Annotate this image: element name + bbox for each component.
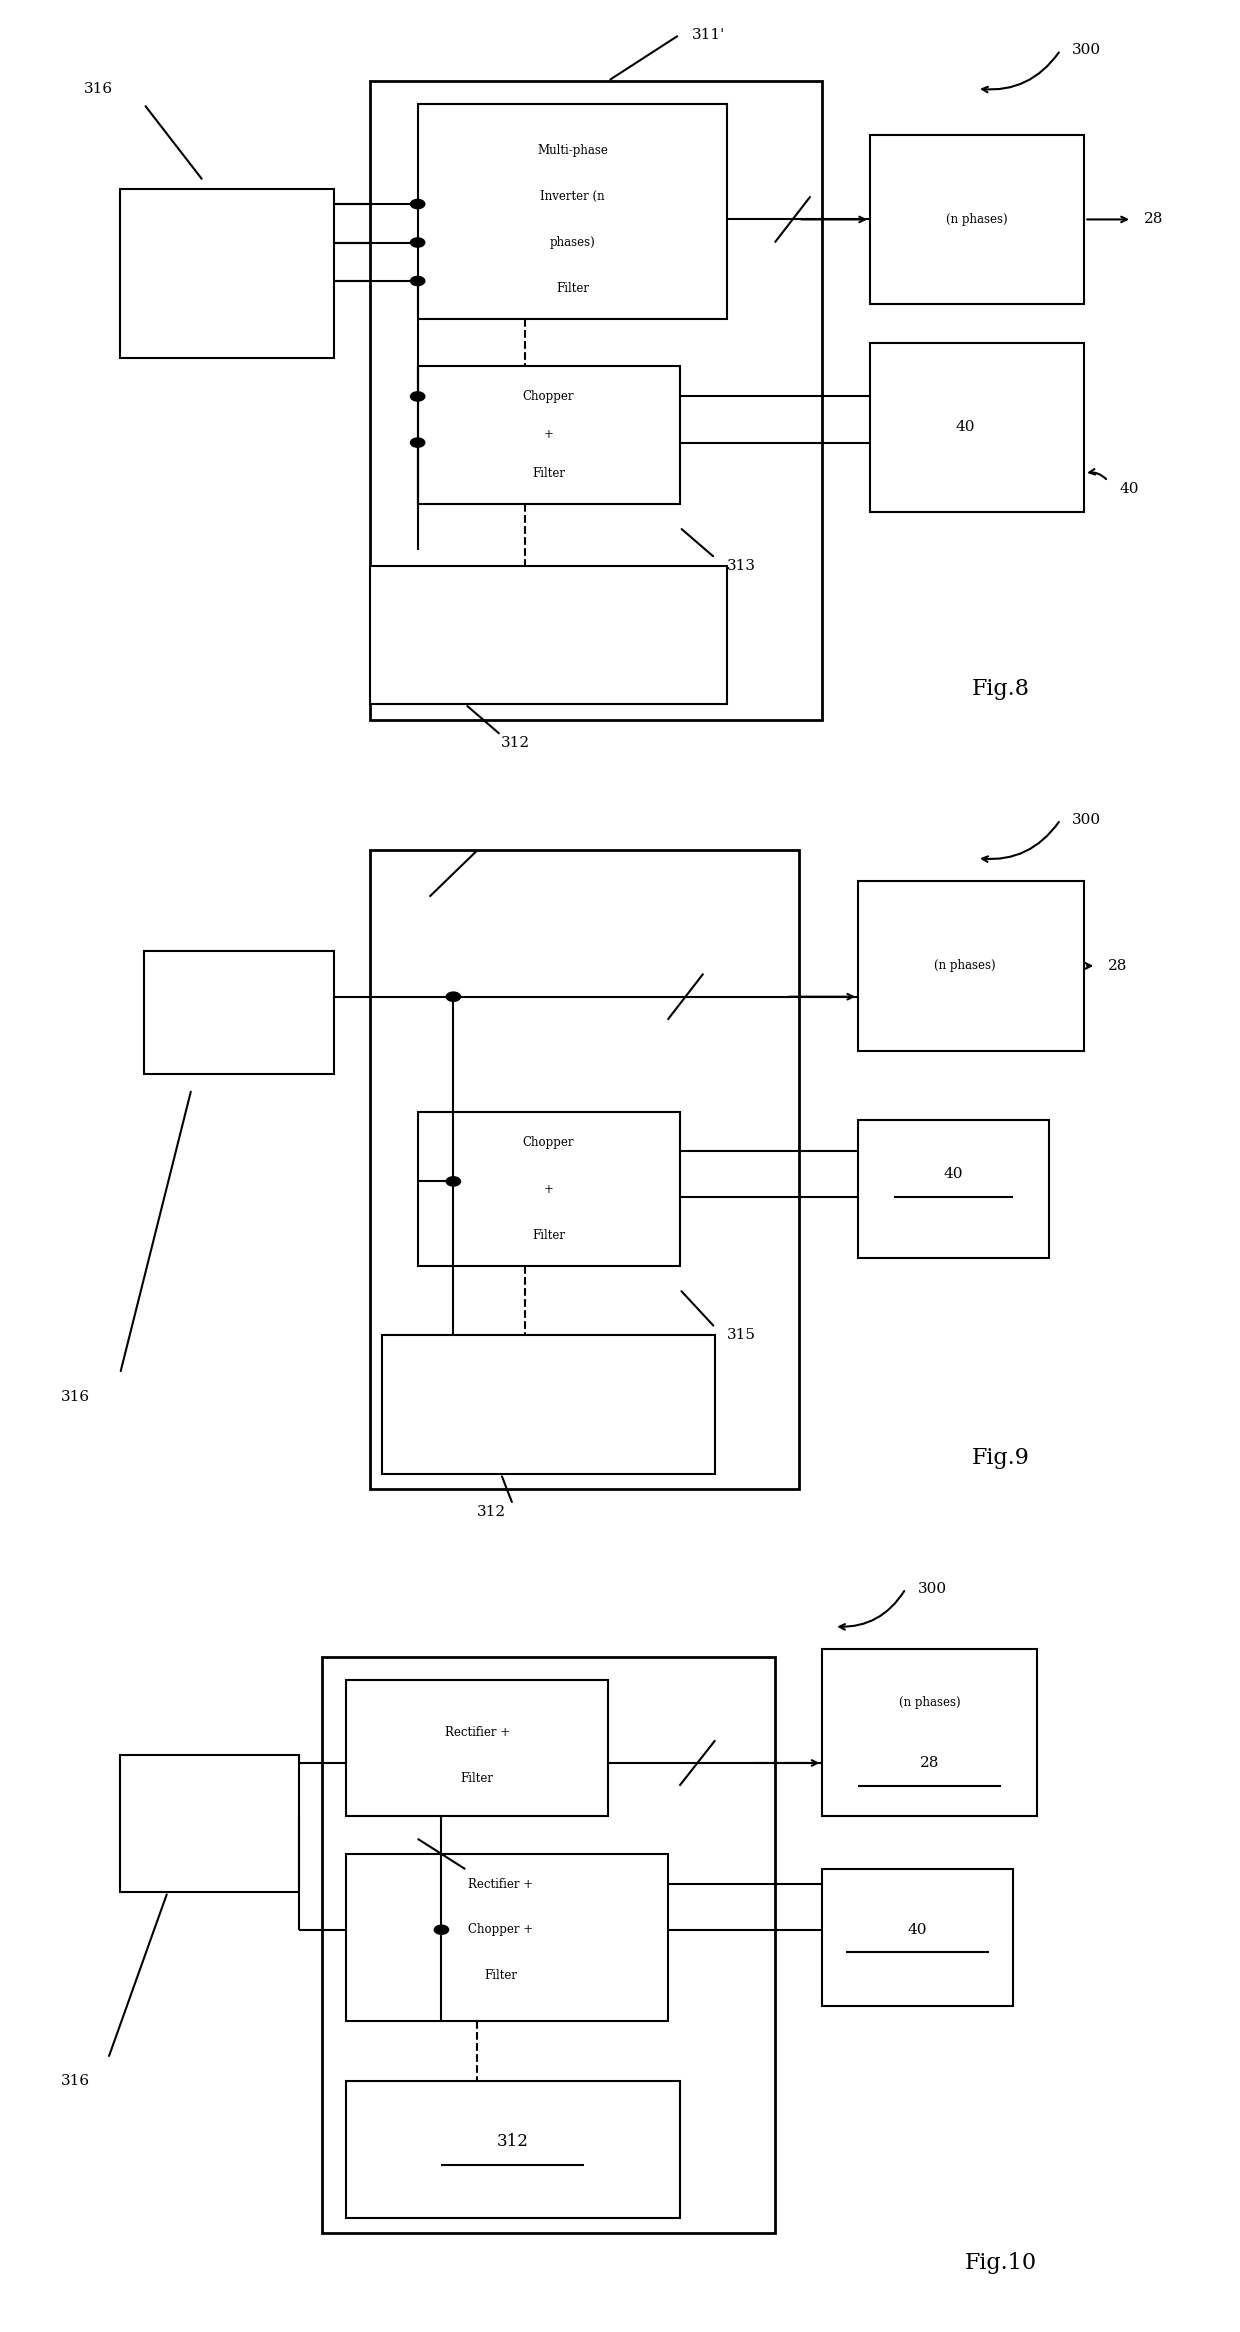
Circle shape bbox=[410, 438, 425, 448]
Text: (n phases): (n phases) bbox=[946, 212, 1008, 226]
Bar bbox=[346, 2080, 680, 2218]
Bar bbox=[120, 189, 335, 357]
Bar bbox=[858, 1119, 1049, 1259]
Text: 40: 40 bbox=[1120, 483, 1140, 497]
Text: 28: 28 bbox=[1143, 212, 1163, 226]
Text: 300: 300 bbox=[1073, 42, 1101, 58]
Bar bbox=[870, 135, 1084, 303]
Circle shape bbox=[410, 278, 425, 285]
Bar bbox=[822, 1649, 1037, 1817]
Circle shape bbox=[410, 201, 425, 208]
Text: Chopper: Chopper bbox=[523, 389, 574, 403]
Text: Filter: Filter bbox=[485, 1968, 517, 1982]
Text: Filter: Filter bbox=[460, 1772, 494, 1784]
Bar bbox=[144, 951, 335, 1073]
Text: +: + bbox=[543, 429, 553, 441]
Text: Fig.9: Fig.9 bbox=[972, 1448, 1030, 1469]
Text: phases): phases) bbox=[549, 236, 595, 250]
Text: 300: 300 bbox=[1073, 812, 1101, 828]
Text: 312: 312 bbox=[497, 2134, 528, 2150]
Circle shape bbox=[446, 1178, 460, 1187]
Text: Rectifier +: Rectifier + bbox=[469, 1877, 533, 1891]
Text: 28: 28 bbox=[920, 1756, 939, 1770]
Text: 316: 316 bbox=[84, 82, 113, 96]
Text: 316: 316 bbox=[61, 2073, 89, 2089]
Bar bbox=[382, 1336, 715, 1474]
Text: (n phases): (n phases) bbox=[899, 1695, 960, 1709]
Text: 40: 40 bbox=[944, 1166, 963, 1180]
Text: Filter: Filter bbox=[532, 466, 565, 480]
Circle shape bbox=[410, 392, 425, 401]
Text: 311': 311' bbox=[692, 28, 724, 42]
Text: (n phases): (n phases) bbox=[935, 958, 996, 972]
Text: 40: 40 bbox=[956, 420, 975, 434]
Text: 312: 312 bbox=[477, 1504, 506, 1520]
Text: 315: 315 bbox=[727, 1329, 756, 1343]
Circle shape bbox=[410, 238, 425, 247]
Bar bbox=[346, 1679, 608, 1817]
Text: 40: 40 bbox=[908, 1922, 928, 1938]
Bar bbox=[370, 567, 727, 704]
Circle shape bbox=[434, 1926, 449, 1933]
Text: Multi-phase: Multi-phase bbox=[537, 145, 608, 156]
Text: Fig.8: Fig.8 bbox=[972, 679, 1030, 700]
Bar bbox=[858, 881, 1084, 1049]
Bar bbox=[418, 105, 727, 319]
Text: 28: 28 bbox=[1109, 958, 1127, 972]
Text: +: + bbox=[543, 1182, 553, 1196]
Bar bbox=[370, 851, 799, 1490]
Bar bbox=[418, 366, 680, 504]
Text: Fig.10: Fig.10 bbox=[965, 2253, 1037, 2274]
Text: Chopper +: Chopper + bbox=[469, 1924, 533, 1936]
Text: Filter: Filter bbox=[532, 1229, 565, 1241]
Bar bbox=[822, 1870, 1013, 2006]
Bar bbox=[370, 82, 822, 721]
Bar bbox=[346, 1854, 667, 2020]
Bar bbox=[322, 1656, 775, 2234]
Text: Rectifier +: Rectifier + bbox=[445, 1726, 510, 1740]
Bar bbox=[870, 343, 1084, 513]
Text: 300: 300 bbox=[918, 1581, 946, 1595]
Text: 316: 316 bbox=[61, 1390, 89, 1404]
Bar bbox=[418, 1112, 680, 1266]
Bar bbox=[120, 1756, 299, 1891]
Circle shape bbox=[446, 991, 460, 1000]
Text: 313: 313 bbox=[727, 560, 756, 574]
Text: 312: 312 bbox=[501, 735, 529, 751]
Text: Inverter (n: Inverter (n bbox=[541, 189, 605, 203]
Text: Filter: Filter bbox=[556, 282, 589, 296]
Text: Chopper: Chopper bbox=[523, 1136, 574, 1150]
